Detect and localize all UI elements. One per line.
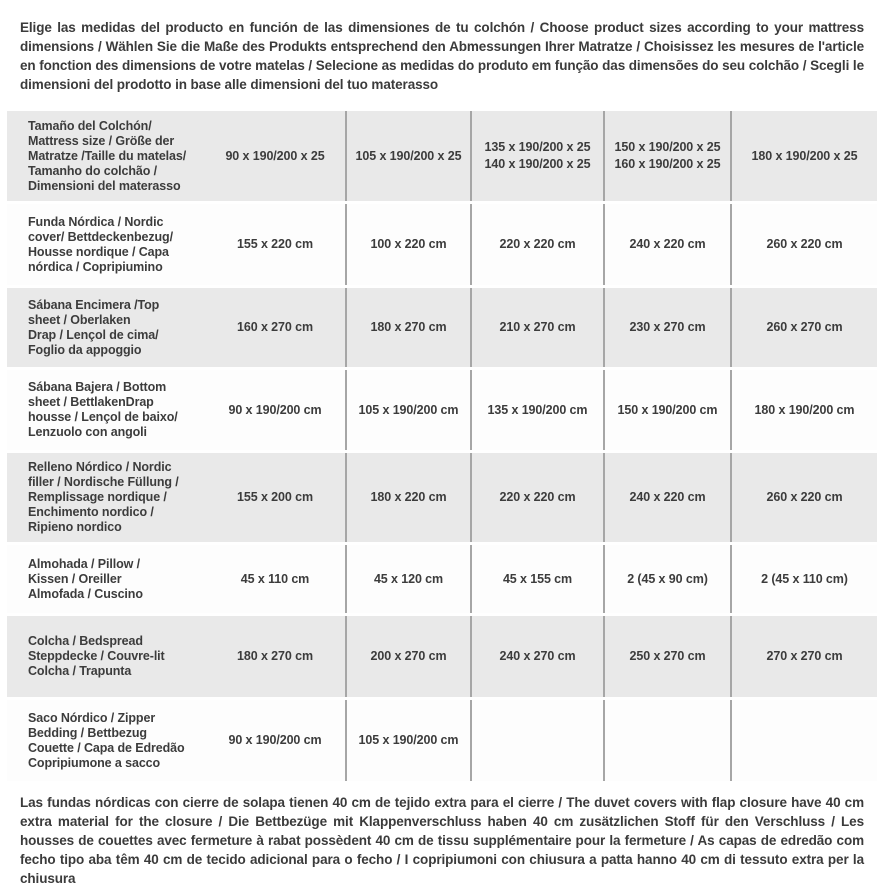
- table-row-top-sheet: Sábana Encimera /Top sheet / Oberlaken D…: [7, 285, 877, 367]
- table-row-bedspread: Colcha / Bedspread Steppdecke / Couvre-l…: [7, 613, 877, 697]
- size-cell: 240 x 220 cm: [603, 453, 730, 542]
- size-cell: 45 x 110 cm: [240, 571, 310, 586]
- size-cell: 260 x 220 cm: [730, 453, 877, 542]
- size-cell: 105 x 190/200 cm: [345, 370, 470, 450]
- size-cell: [730, 700, 877, 781]
- size-cell: 90 x 190/200 cm: [228, 733, 322, 747]
- sizes-table: Tamaño del Colchón/ Mattress size / Größ…: [7, 108, 877, 781]
- size-cell: 260 x 220 cm: [730, 204, 877, 285]
- table-row-nordic-cover: Funda Nórdica / Nordic cover/ Bettdecken…: [7, 201, 877, 285]
- size-cell: 260 x 270 cm: [730, 288, 877, 367]
- row-label: Relleno Nórdico / Nordic filler / Nordis…: [28, 460, 179, 534]
- size-cell: 230 x 270 cm: [603, 288, 730, 367]
- size-cell: 90 x 190/200 cm: [228, 402, 322, 417]
- intro-text: Elige las medidas del producto en funció…: [20, 20, 864, 92]
- row-label: Almohada / Pillow / Kissen / Oreiller Al…: [28, 556, 143, 601]
- table-row-nordic-filler: Relleno Nórdico / Nordic filler / Nordis…: [7, 450, 877, 542]
- size-cell: 180 x 270 cm: [345, 288, 470, 367]
- row-label: Saco Nórdico / Zipper Bedding / Bettbezu…: [28, 710, 185, 770]
- size-cell: 210 x 270 cm: [470, 288, 603, 367]
- row-label: Funda Nórdica / Nordic cover/ Bettdecken…: [28, 214, 173, 274]
- row-label: Colcha / Bedspread Steppdecke / Couvre-l…: [28, 634, 165, 678]
- footnote-text: Las fundas nórdicas con cierre de solapa…: [20, 795, 864, 886]
- size-cell: 270 x 270 cm: [730, 616, 877, 697]
- size-cell: 105 x 190/200 x 25: [345, 111, 470, 201]
- table-row-mattress-size: Tamaño del Colchón/ Mattress size / Größ…: [7, 108, 877, 201]
- size-cell: 135 x 190/200 cm: [470, 370, 603, 450]
- size-cell: 100 x 220 cm: [345, 204, 470, 285]
- size-cell: 45 x 155 cm: [470, 545, 603, 613]
- size-cell: 90 x 190/200 x 25: [225, 148, 325, 163]
- row-label: Sábana Encimera /Top sheet / Oberlaken D…: [28, 297, 160, 357]
- table-row-pillow: Almohada / Pillow / Kissen / Oreiller Al…: [7, 542, 877, 613]
- size-cell: [470, 700, 603, 781]
- size-cell: 180 x 220 cm: [345, 453, 470, 542]
- size-cell: 150 x 190/200 cm: [603, 370, 730, 450]
- size-cell: 105 x 190/200 cm: [345, 700, 470, 781]
- size-cell: 240 x 270 cm: [470, 616, 603, 697]
- table-row-bottom-sheet: Sábana Bajera / Bottom sheet / Bettlaken…: [7, 367, 877, 450]
- size-cell: 220 x 220 cm: [470, 453, 603, 542]
- row-label: Sábana Bajera / Bottom sheet / Bettlaken…: [28, 380, 178, 439]
- size-cell: [603, 700, 730, 781]
- row-label: Tamaño del Colchón/ Mattress size / Größ…: [28, 118, 187, 193]
- size-cell: 220 x 220 cm: [470, 204, 603, 285]
- size-cell: 200 x 270 cm: [345, 616, 470, 697]
- size-cell: 150 x 190/200 x 25 160 x 190/200 x 25: [603, 111, 730, 201]
- table-row-zipper-bedding: Saco Nórdico / Zipper Bedding / Bettbezu…: [7, 697, 877, 781]
- size-cell: 180 x 190/200 cm: [730, 370, 877, 450]
- size-cell: 240 x 220 cm: [603, 204, 730, 285]
- size-cell: 2 (45 x 90 cm): [603, 545, 730, 613]
- size-cell: 155 x 220 cm: [237, 237, 313, 251]
- size-cell: 135 x 190/200 x 25 140 x 190/200 x 25: [470, 111, 603, 201]
- size-cell: 180 x 270 cm: [237, 649, 313, 663]
- size-cell: 45 x 120 cm: [345, 545, 470, 613]
- size-cell: 250 x 270 cm: [603, 616, 730, 697]
- size-cell: 2 (45 x 110 cm): [730, 545, 877, 613]
- size-cell: 155 x 200 cm: [237, 490, 313, 504]
- size-cell: 160 x 270 cm: [237, 320, 313, 334]
- size-cell: 180 x 190/200 x 25: [730, 111, 877, 201]
